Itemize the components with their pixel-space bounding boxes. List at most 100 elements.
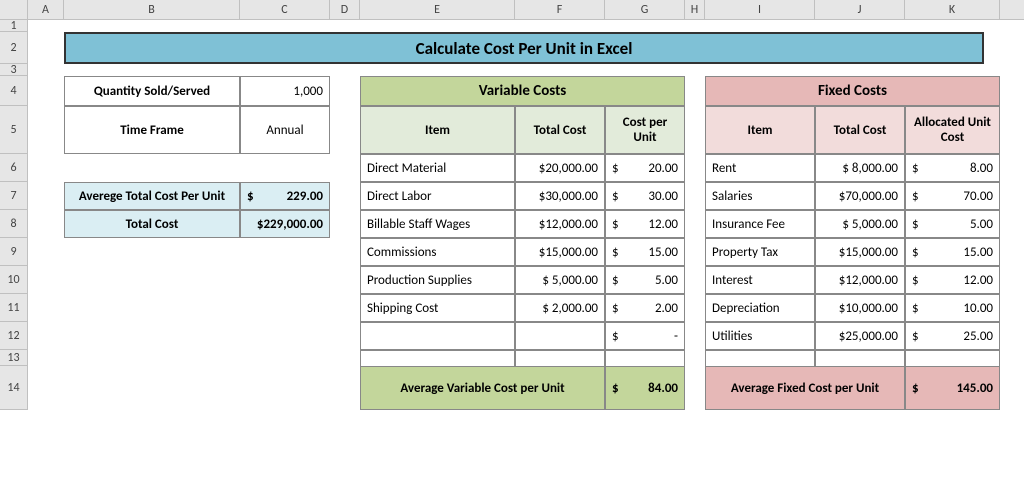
- row-header-14[interactable]: 14: [0, 366, 28, 410]
- fixed-item[interactable]: Salaries: [705, 182, 815, 210]
- variable-item[interactable]: Billable Staff Wages: [360, 210, 515, 238]
- variable-empty-unit-val: -: [674, 329, 678, 344]
- row-header-10[interactable]: 10: [0, 266, 28, 294]
- variable-unit[interactable]: $2.00: [605, 294, 685, 322]
- variable-total[interactable]: $ 5,000.00: [515, 266, 605, 294]
- variable-unit[interactable]: $20.00: [605, 154, 685, 182]
- fixed-total[interactable]: $25,000.00: [815, 322, 905, 350]
- row-header-8[interactable]: 8: [0, 210, 28, 238]
- col-header-F[interactable]: F: [515, 0, 605, 19]
- fixed-unit[interactable]: $25.00: [905, 322, 1000, 350]
- col-header-B[interactable]: B: [64, 0, 240, 19]
- variable-item[interactable]: Commissions: [360, 238, 515, 266]
- qty-value[interactable]: 1,000: [240, 76, 330, 106]
- row-header-2[interactable]: 2: [0, 32, 28, 64]
- variable-hdr-total[interactable]: Total Cost: [515, 106, 605, 154]
- col-header-G[interactable]: G: [605, 0, 685, 19]
- fixed-spacer-2[interactable]: [815, 350, 905, 366]
- variable-spacer-2[interactable]: [515, 350, 605, 366]
- variable-footer-value[interactable]: $84.00: [605, 366, 685, 410]
- avg-cost-value[interactable]: $229.00: [240, 182, 330, 210]
- select-all-corner[interactable]: [0, 0, 28, 19]
- fixed-item[interactable]: Rent: [705, 154, 815, 182]
- row-header-4[interactable]: 4: [0, 76, 28, 106]
- fixed-unit[interactable]: $8.00: [905, 154, 1000, 182]
- fixed-total[interactable]: $70,000.00: [815, 182, 905, 210]
- variable-item[interactable]: Production Supplies: [360, 266, 515, 294]
- fixed-hdr-total[interactable]: Total Cost: [815, 106, 905, 154]
- fixed-item[interactable]: Insurance Fee: [705, 210, 815, 238]
- variable-item[interactable]: Shipping Cost: [360, 294, 515, 322]
- fixed-spacer-1[interactable]: [705, 350, 815, 366]
- row-header-12[interactable]: 12: [0, 322, 28, 350]
- total-cost-label[interactable]: Total Cost: [64, 210, 240, 238]
- variable-empty-unit[interactable]: $-: [605, 322, 685, 350]
- timeframe-label[interactable]: Time Frame: [64, 106, 240, 154]
- fixed-hdr-unit[interactable]: Allocated Unit Cost: [905, 106, 1000, 154]
- fixed-footer-value[interactable]: $145.00: [905, 366, 1000, 410]
- row-headers: 1 2 3 4 5 6 7 8 9 10 11 12 13 14: [0, 20, 28, 410]
- fixed-hdr-item[interactable]: Item: [705, 106, 815, 154]
- variable-item[interactable]: Direct Material: [360, 154, 515, 182]
- fixed-item[interactable]: Utilities: [705, 322, 815, 350]
- fixed-unit[interactable]: $10.00: [905, 294, 1000, 322]
- total-cost-value[interactable]: $229,000.00: [240, 210, 330, 238]
- variable-title[interactable]: Variable Costs: [360, 76, 685, 106]
- fixed-item[interactable]: Depreciation: [705, 294, 815, 322]
- variable-unit[interactable]: $15.00: [605, 238, 685, 266]
- variable-footer-label[interactable]: Average Variable Cost per Unit: [360, 366, 605, 410]
- column-headers: A B C D E F G H I J K: [0, 0, 1024, 20]
- fixed-total[interactable]: $ 8,000.00: [815, 154, 905, 182]
- variable-total[interactable]: $30,000.00: [515, 182, 605, 210]
- fixed-item[interactable]: Interest: [705, 266, 815, 294]
- col-header-E[interactable]: E: [360, 0, 515, 19]
- fixed-unit[interactable]: $12.00: [905, 266, 1000, 294]
- row-header-6[interactable]: 6: [0, 154, 28, 182]
- fixed-footer-num: 145.00: [957, 381, 993, 396]
- timeframe-value[interactable]: Annual: [240, 106, 330, 154]
- fixed-total[interactable]: $10,000.00: [815, 294, 905, 322]
- fixed-item[interactable]: Property Tax: [705, 238, 815, 266]
- fixed-unit[interactable]: $5.00: [905, 210, 1000, 238]
- variable-empty-item[interactable]: [360, 322, 515, 350]
- fixed-total[interactable]: $12,000.00: [815, 266, 905, 294]
- spreadsheet: A B C D E F G H I J K 1 2 3 4 5 6 7 8 9 …: [0, 0, 1024, 500]
- row-header-9[interactable]: 9: [0, 238, 28, 266]
- page-title: Calculate Cost Per Unit in Excel: [64, 32, 984, 64]
- row-header-13[interactable]: 13: [0, 350, 28, 366]
- variable-total[interactable]: $15,000.00: [515, 238, 605, 266]
- variable-unit[interactable]: $12.00: [605, 210, 685, 238]
- fixed-spacer-3[interactable]: [905, 350, 1000, 366]
- col-header-I[interactable]: I: [705, 0, 815, 19]
- fixed-total[interactable]: $15,000.00: [815, 238, 905, 266]
- col-header-A[interactable]: A: [28, 0, 64, 19]
- col-header-K[interactable]: K: [905, 0, 1000, 19]
- variable-hdr-unit[interactable]: Cost per Unit: [605, 106, 685, 154]
- row-header-1[interactable]: 1: [0, 20, 28, 32]
- fixed-unit[interactable]: $15.00: [905, 238, 1000, 266]
- avg-cost-label[interactable]: Averege Total Cost Per Unit: [64, 182, 240, 210]
- row-header-3[interactable]: 3: [0, 64, 28, 76]
- fixed-unit[interactable]: $70.00: [905, 182, 1000, 210]
- fixed-title[interactable]: Fixed Costs: [705, 76, 1000, 106]
- variable-total[interactable]: $20,000.00: [515, 154, 605, 182]
- row-header-5[interactable]: 5: [0, 106, 28, 154]
- variable-total[interactable]: $12,000.00: [515, 210, 605, 238]
- fixed-total[interactable]: $ 5,000.00: [815, 210, 905, 238]
- variable-spacer-1[interactable]: [360, 350, 515, 366]
- row-header-11[interactable]: 11: [0, 294, 28, 322]
- variable-empty-total[interactable]: [515, 322, 605, 350]
- row-header-7[interactable]: 7: [0, 182, 28, 210]
- fixed-footer-label[interactable]: Average Fixed Cost per Unit: [705, 366, 905, 410]
- variable-hdr-item[interactable]: Item: [360, 106, 515, 154]
- variable-item[interactable]: Direct Labor: [360, 182, 515, 210]
- col-header-J[interactable]: J: [815, 0, 905, 19]
- variable-unit[interactable]: $30.00: [605, 182, 685, 210]
- variable-total[interactable]: $ 2,000.00: [515, 294, 605, 322]
- qty-label[interactable]: Quantity Sold/Served: [64, 76, 240, 106]
- col-header-C[interactable]: C: [240, 0, 330, 19]
- col-header-D[interactable]: D: [330, 0, 360, 19]
- col-header-H[interactable]: H: [685, 0, 705, 19]
- variable-unit[interactable]: $5.00: [605, 266, 685, 294]
- variable-spacer-3[interactable]: [605, 350, 685, 366]
